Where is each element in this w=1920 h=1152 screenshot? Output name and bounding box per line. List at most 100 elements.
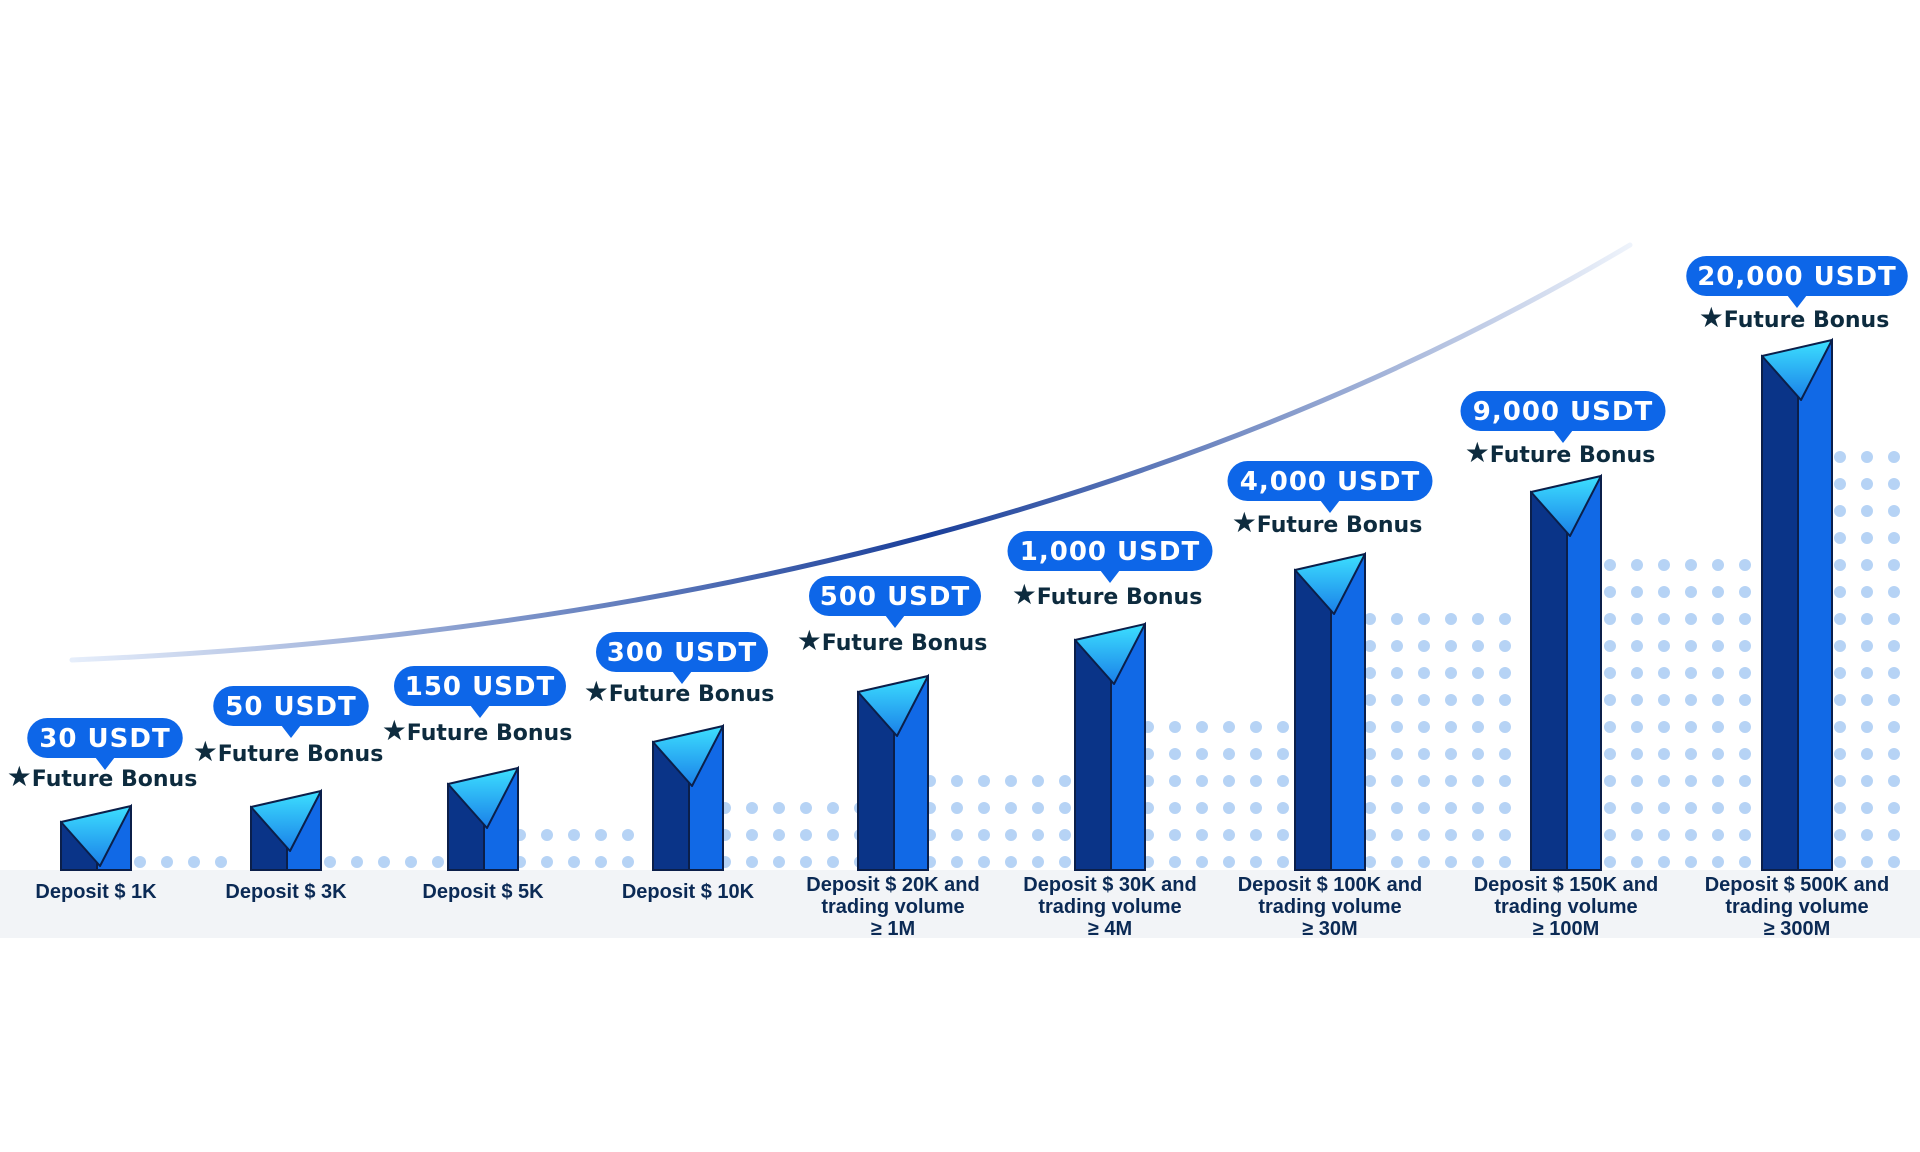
pattern-dot (1631, 559, 1643, 571)
pattern-dot (1685, 640, 1697, 652)
pattern-dot (1059, 802, 1071, 814)
pattern-dot (773, 829, 785, 841)
pattern-dot (1364, 640, 1376, 652)
pattern-dot (1861, 613, 1873, 625)
pattern-dot (215, 856, 227, 868)
future-bonus-label: ★Future Bonus (584, 675, 775, 708)
pattern-dot (951, 829, 963, 841)
pattern-dot (1861, 532, 1873, 544)
pattern-dot (1418, 613, 1430, 625)
pattern-dot (1604, 667, 1616, 679)
pattern-dot (1861, 505, 1873, 517)
pattern-dot (1631, 748, 1643, 760)
bar (652, 723, 724, 871)
value-label: 300 USDT (607, 638, 757, 668)
pattern-dot (1169, 748, 1181, 760)
pattern-dot (1277, 775, 1289, 787)
pattern-dot (1391, 829, 1403, 841)
pattern-dot (1223, 775, 1235, 787)
pattern-dot (378, 856, 390, 868)
pattern-dot (1739, 775, 1751, 787)
pattern-dot (1499, 694, 1511, 706)
pattern-dot (1834, 775, 1846, 787)
pattern-dot (1888, 856, 1900, 868)
pattern-dot (1445, 748, 1457, 760)
pattern-dot (1888, 559, 1900, 571)
pattern-dot (1888, 640, 1900, 652)
pattern-dot (1418, 721, 1430, 733)
pattern-dot (1685, 775, 1697, 787)
pattern-dot (1861, 748, 1873, 760)
category-label: Deposit $ 100K and trading volume ≥ 30M (1238, 874, 1423, 940)
bar (1530, 473, 1602, 871)
future-bonus-label: ★Future Bonus (193, 735, 384, 768)
value-label: 150 USDT (405, 672, 555, 702)
pattern-dot (1364, 667, 1376, 679)
bar-cap (1761, 339, 1833, 401)
pattern-dot (1169, 802, 1181, 814)
value-label: 30 USDT (39, 724, 170, 754)
pattern-dot (1685, 667, 1697, 679)
pattern-dot (1834, 667, 1846, 679)
pattern-dot (1032, 802, 1044, 814)
pattern-dot (1472, 802, 1484, 814)
pattern-dot (1472, 856, 1484, 868)
pattern-dot (1604, 559, 1616, 571)
pattern-dot (1658, 640, 1670, 652)
pattern-dot (1499, 856, 1511, 868)
pattern-dot (978, 775, 990, 787)
bar-cap (250, 790, 322, 852)
pattern-dot (1005, 802, 1017, 814)
pattern-dot (1888, 586, 1900, 598)
category-label: Deposit $ 10K (622, 881, 755, 903)
baseline-band (0, 870, 1920, 938)
value-label-pill: 4,000 USDT (1227, 461, 1433, 513)
star-icon: ★ (1699, 301, 1724, 334)
pattern-dot (405, 856, 417, 868)
bar-left-face (1294, 568, 1332, 871)
star-icon: ★ (7, 760, 32, 793)
value-label: 4,000 USDT (1240, 467, 1420, 497)
star-icon: ★ (193, 735, 218, 768)
pattern-dot (1223, 829, 1235, 841)
pattern-dot (1250, 856, 1262, 868)
pattern-dot (1712, 613, 1724, 625)
pattern-dot (1712, 748, 1724, 760)
pattern-dot (324, 856, 336, 868)
pattern-dot (1445, 667, 1457, 679)
pattern-dot (1391, 694, 1403, 706)
pattern-dot (1277, 856, 1289, 868)
pattern-dot (978, 856, 990, 868)
pattern-dot (1223, 802, 1235, 814)
pattern-dot (622, 829, 634, 841)
pattern-dot (1005, 829, 1017, 841)
pattern-dot (1834, 856, 1846, 868)
star-icon: ★ (797, 624, 822, 657)
pattern-dot (1604, 694, 1616, 706)
pattern-dot (1834, 613, 1846, 625)
pattern-dot (1888, 775, 1900, 787)
pattern-dot (1499, 802, 1511, 814)
pattern-dot (1391, 775, 1403, 787)
pattern-dot (1418, 640, 1430, 652)
pattern-dot (800, 856, 812, 868)
pattern-dot (1861, 775, 1873, 787)
pattern-dot (1658, 775, 1670, 787)
pattern-dot (351, 856, 363, 868)
pattern-dot (622, 856, 634, 868)
value-label-pill: 20,000 USDT (1686, 256, 1908, 308)
pattern-dot (1604, 748, 1616, 760)
value-label-pill: 500 USDT (809, 576, 981, 628)
pattern-dot (1604, 586, 1616, 598)
pattern-dot (1032, 775, 1044, 787)
value-label-pill: 1,000 USDT (1007, 531, 1213, 583)
pattern-dot (1005, 856, 1017, 868)
pattern-dot (1861, 829, 1873, 841)
pattern-dot (1631, 721, 1643, 733)
value-label-pill: 150 USDT (394, 666, 566, 718)
pattern-dot (1631, 586, 1643, 598)
pattern-dot (1604, 640, 1616, 652)
pattern-dot (1861, 478, 1873, 490)
pattern-dot (1196, 856, 1208, 868)
pattern-dot (1861, 586, 1873, 598)
